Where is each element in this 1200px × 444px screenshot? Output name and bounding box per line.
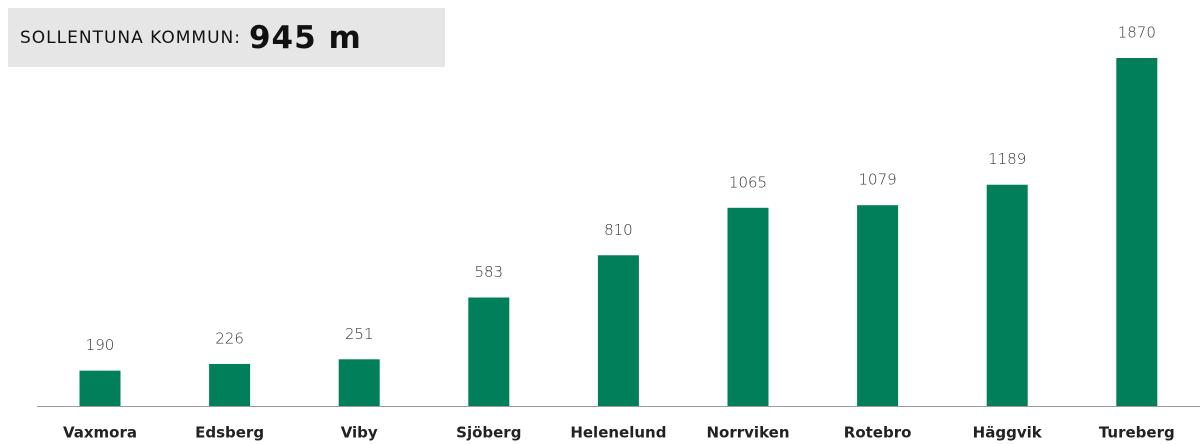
bar xyxy=(1116,58,1158,406)
value-label: 1065 xyxy=(729,173,767,191)
bar xyxy=(468,297,510,406)
value-label: 251 xyxy=(345,325,374,343)
category-label: Edsberg xyxy=(195,424,264,442)
value-label: 810 xyxy=(604,221,633,239)
value-label: 1189 xyxy=(988,150,1026,168)
bar xyxy=(727,207,769,406)
category-label: Sjöberg xyxy=(456,424,521,442)
bar xyxy=(597,255,639,406)
value-label: 1079 xyxy=(859,171,897,189)
title-label: SOLLENTUNA KOMMUN: xyxy=(20,27,241,48)
bar xyxy=(79,370,121,406)
category-label: Helenelund xyxy=(570,424,666,442)
value-label: 583 xyxy=(474,263,503,281)
category-label: Vaxmora xyxy=(63,424,137,442)
category-label: Tureberg xyxy=(1099,424,1175,442)
bar xyxy=(338,359,380,406)
bar xyxy=(857,205,899,406)
title-box: SOLLENTUNA KOMMUN: 945 m xyxy=(8,8,445,67)
category-label: Norrviken xyxy=(707,424,790,442)
bar xyxy=(986,184,1028,406)
category-label: Häggvik xyxy=(973,424,1043,442)
title-value: 945 m xyxy=(248,19,362,56)
category-label: Viby xyxy=(341,424,378,442)
value-label: 190 xyxy=(86,336,115,354)
value-label: 1870 xyxy=(1118,24,1156,42)
bar xyxy=(209,363,251,406)
category-label: Rotebro xyxy=(844,424,912,442)
value-label: 226 xyxy=(215,329,244,347)
